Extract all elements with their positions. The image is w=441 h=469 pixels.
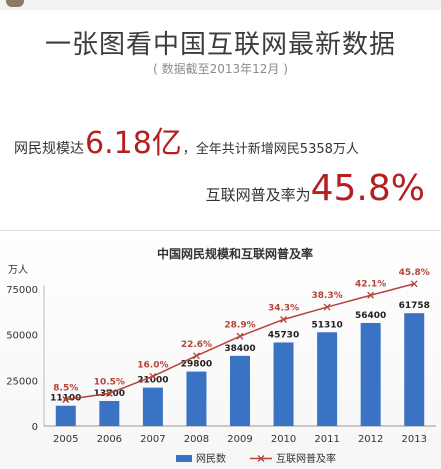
top-bar — [0, 0, 441, 10]
x-tick-label: 2013 — [401, 434, 426, 445]
rate-value-label: 45.8% — [399, 268, 430, 278]
legend-bar-label: 网民数 — [196, 452, 226, 465]
x-tick-label: 2006 — [97, 434, 122, 445]
bar-value-label: 45730 — [268, 330, 299, 340]
rate-point — [105, 389, 113, 397]
legend-bar-swatch — [176, 455, 192, 462]
bar-value-label: 38400 — [224, 344, 255, 354]
x-tick-label: 2011 — [314, 434, 339, 445]
x-tick-label: 2007 — [140, 434, 165, 445]
rate-point — [323, 303, 331, 311]
users-stat-prefix: 网民规模达 — [14, 141, 84, 157]
rate-point — [367, 291, 375, 299]
rate-value-label: 8.5% — [53, 384, 78, 394]
rate-point — [192, 352, 200, 360]
bar-value-label: 29800 — [181, 360, 212, 370]
legend-line-marker — [257, 455, 265, 462]
rate-value-label: 22.6% — [181, 340, 212, 350]
bar — [186, 371, 207, 426]
rate-value-label: 28.9% — [224, 320, 255, 330]
rate-point — [62, 396, 70, 404]
bar — [273, 342, 294, 426]
y-tick-label: 50000 — [6, 331, 38, 342]
chart-title: 中国网民规模和互联网普及率 — [157, 246, 313, 261]
y-tick-label: 25000 — [6, 376, 38, 387]
users-stat-value: 6.18亿 — [85, 126, 182, 161]
page-title: 一张图看中国互联网最新数据 — [44, 30, 396, 60]
corner-logo — [6, 0, 24, 7]
bar — [404, 313, 425, 426]
rate-stat-value: 45.8% — [310, 168, 425, 209]
bar-value-label: 61758 — [399, 301, 430, 311]
x-tick-label: 2010 — [271, 434, 296, 445]
rate-point — [236, 332, 244, 340]
rate-stat-prefix: 互联网普及率为 — [205, 186, 311, 204]
rate-point — [280, 316, 288, 323]
x-tick-label: 2008 — [184, 434, 209, 445]
y-axis-unit-label: 万人 — [8, 264, 28, 276]
legend-line-label: 互联网普及率 — [276, 452, 336, 465]
rate-value-label: 42.1% — [355, 279, 386, 289]
rate-value-label: 16.0% — [137, 360, 168, 370]
bar — [142, 387, 163, 426]
bar — [55, 405, 76, 426]
rate-value-label: 38.3% — [311, 291, 342, 301]
x-tick-label: 2012 — [358, 434, 383, 445]
y-tick-label: 75000 — [6, 285, 38, 296]
rate-value-label: 10.5% — [94, 377, 125, 387]
rate-point — [410, 280, 418, 288]
x-tick-label: 2009 — [227, 434, 252, 445]
bar-value-label: 51310 — [311, 320, 342, 330]
bar-value-label: 56400 — [355, 311, 386, 321]
bar — [317, 332, 338, 426]
rate-stat-line: 互联网普及率为45.8% — [206, 168, 425, 209]
bar — [99, 400, 120, 426]
rate-point — [149, 372, 157, 380]
bar-value-label: 21000 — [137, 376, 168, 386]
users-stat-line: 网民规模达6.18亿，全年共计新增网民5358万人 — [14, 118, 359, 162]
y-tick-label: 0 — [32, 422, 38, 433]
chart-panel: 中国网民规模和互联网普及率 万人 0 25000 50000 75000 11100 13… — [0, 230, 441, 469]
rate-value-label: 34.3% — [268, 303, 299, 313]
page-subtitle: ( 数据截至2013年12月 ) — [153, 62, 288, 76]
bar — [360, 322, 381, 426]
bar — [230, 355, 250, 426]
users-stat-suffix: ，全年共计新增网民5358万人 — [182, 142, 359, 157]
x-tick-label: 2005 — [53, 434, 78, 445]
